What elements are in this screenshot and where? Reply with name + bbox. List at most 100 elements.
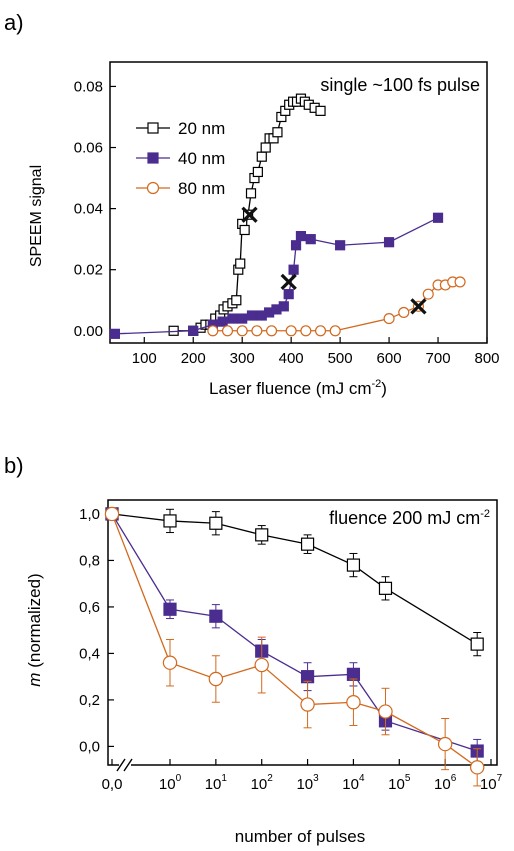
x-tick-label: 102 (251, 773, 274, 793)
x-tick-label: 600 (377, 350, 402, 367)
series-80-nm (207, 276, 466, 337)
x-tick-label: 101 (205, 773, 228, 793)
data-point (260, 142, 271, 153)
data-point (209, 609, 223, 623)
panel-a-legend: 20 nm 40 nm 80 nm (136, 119, 225, 198)
data-point (207, 325, 219, 337)
axis-break-marker (116, 758, 133, 772)
legend-label: 80 nm (178, 179, 225, 198)
y-tick-label: 0.04 (74, 201, 103, 218)
data-point (437, 736, 453, 752)
x-tick-label: 104 (342, 773, 365, 793)
data-point (398, 306, 410, 319)
data-point (295, 230, 307, 242)
data-point (266, 325, 278, 337)
data-point (246, 310, 258, 321)
data-point (346, 695, 361, 710)
legend-label: 20 nm (178, 119, 225, 138)
y-tick-label: 0.02 (74, 262, 103, 279)
data-point (209, 516, 223, 530)
data-point (315, 105, 326, 116)
data-point (236, 325, 248, 337)
data-point (227, 313, 238, 324)
panel-a: a) 100 200 300 400 500 600 700 800 0.00 0.02 0.04 0… (4, 10, 500, 398)
panel-a-series (109, 93, 466, 339)
series-40-nm (105, 507, 484, 764)
data-point (208, 671, 224, 687)
x-tick-label: 107 (480, 773, 503, 793)
y-tick-label: 0,4 (79, 645, 100, 662)
legend-label: 40 nm (178, 149, 225, 168)
data-point (346, 558, 361, 572)
panel-b-plot-frame (107, 499, 498, 766)
data-point (162, 655, 178, 670)
data-point (383, 313, 395, 325)
data-point (300, 697, 315, 712)
data-point (300, 325, 312, 337)
y-tick-label: 0.08 (74, 78, 103, 95)
data-point (163, 602, 177, 616)
data-point (163, 514, 177, 528)
data-point (272, 127, 283, 138)
legend-marker (147, 122, 159, 134)
data-point (300, 537, 315, 551)
series-line (111, 513, 478, 752)
data-point (288, 264, 299, 275)
data-point (109, 328, 120, 339)
panel-b-y-axis-label: m (normalized) (25, 573, 44, 686)
data-point (245, 188, 257, 199)
x-tick-label: 700 (426, 350, 451, 367)
panel-b: b) 0,0 100 101 102 103 104 105 106 1070,00,20,40… (4, 453, 503, 846)
data-point (290, 240, 302, 251)
data-point (239, 224, 250, 236)
data-point (278, 301, 289, 312)
legend-item: 40 nm (136, 149, 225, 168)
data-point (255, 528, 269, 542)
y-tick-label: 0,2 (79, 692, 100, 709)
x-tick-label: 500 (328, 350, 353, 367)
x-tick-label: 106 (434, 773, 457, 793)
data-point (432, 212, 444, 223)
data-point (329, 325, 341, 337)
legend-marker (146, 181, 160, 195)
panel-a-annotation: single ~100 fs pulse (320, 75, 480, 95)
series-line (111, 513, 478, 768)
x-tick-label: 100 (159, 773, 182, 793)
panel-b-x-axis-label: number of pulses (235, 827, 365, 846)
panel-a-x-markers (241, 206, 427, 315)
series-line (111, 513, 478, 645)
data-point (378, 704, 393, 719)
panel-b-series (104, 506, 485, 787)
legend-item: 20 nm (136, 119, 225, 138)
series-80-nm (104, 506, 485, 787)
data-point (422, 288, 434, 300)
y-tick-label: 0,8 (79, 552, 100, 569)
data-point (285, 325, 297, 337)
data-point (217, 316, 228, 327)
x-tick-label: 300 (230, 350, 255, 367)
y-tick-label: 0.06 (74, 140, 103, 157)
cross-marker (410, 298, 427, 315)
x-tick-label: 200 (181, 350, 206, 367)
data-point (252, 166, 263, 178)
legend-marker (147, 152, 159, 164)
data-point (469, 760, 485, 775)
panel-b-label: b) (4, 453, 24, 478)
data-point (383, 237, 395, 248)
panel-a-y-axis-label: SPEEM signal (28, 165, 45, 267)
data-point (231, 295, 242, 306)
x-tick-label: 0,0 (102, 776, 123, 793)
data-point (454, 276, 466, 288)
cross-marker (241, 206, 258, 223)
data-point (221, 325, 234, 337)
x-tick-label: 800 (474, 350, 499, 367)
x-tick-label: 100 (132, 350, 157, 367)
x-tick-label: 400 (279, 350, 304, 367)
data-point (235, 258, 246, 269)
data-point (378, 581, 393, 595)
panel-b-annotation: fluence 200 mJ cm-2 (329, 508, 490, 528)
y-tick-label: 0,6 (79, 599, 100, 616)
series-20-nm (105, 507, 484, 657)
y-tick-label: 0.00 (74, 323, 103, 340)
